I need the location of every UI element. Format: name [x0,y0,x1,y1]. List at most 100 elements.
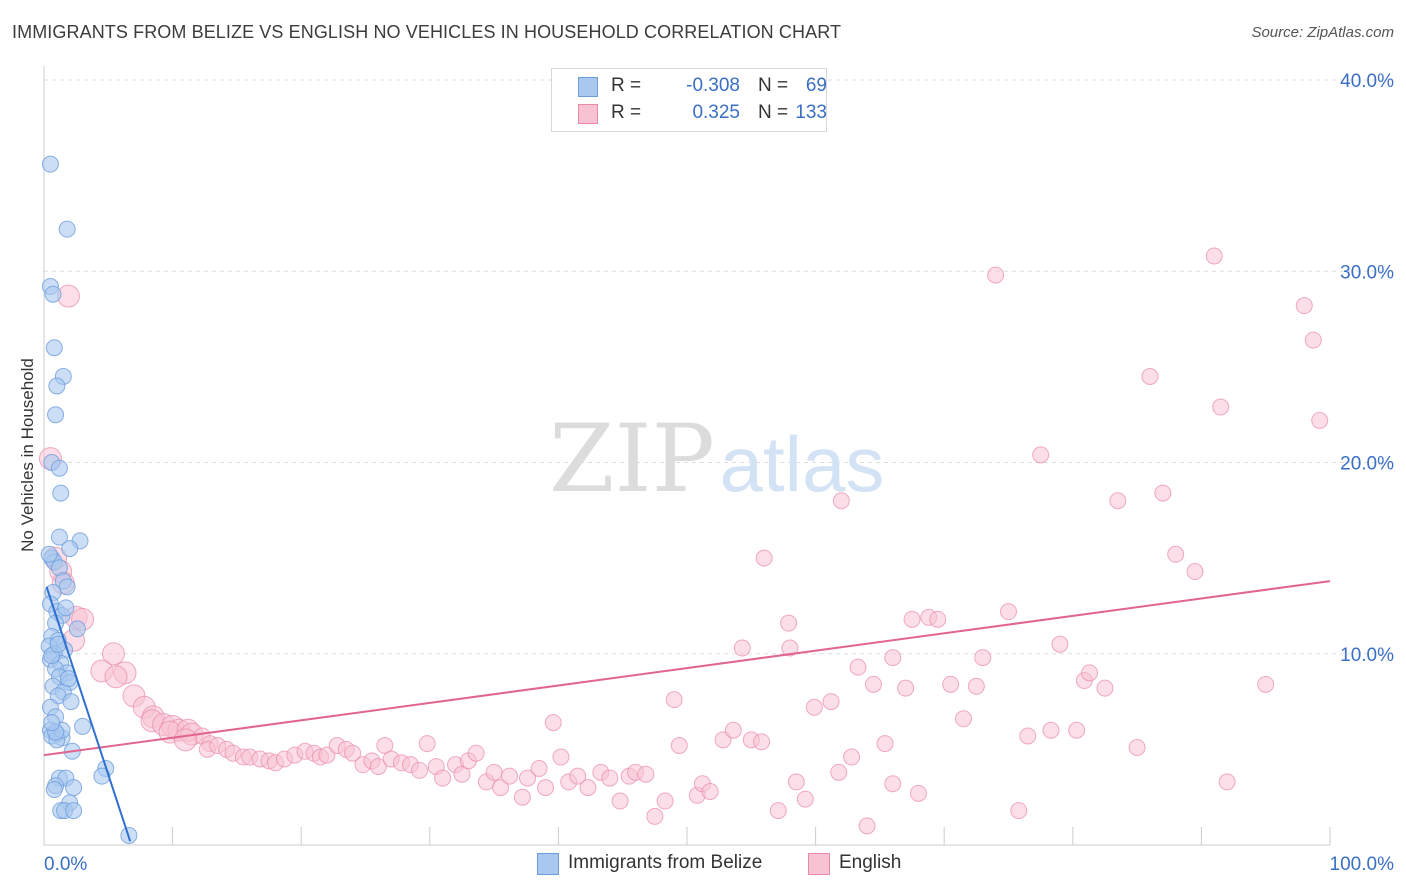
belize-point [58,220,76,238]
english-point [805,698,823,716]
english-point [1154,484,1172,502]
belize-point [62,693,80,711]
english-point [1186,563,1204,581]
english-point [1304,331,1322,349]
english-point [519,769,537,787]
belize-point [74,717,92,735]
english-point [781,639,799,657]
x-tick-label-max: 100.0% [1330,854,1395,875]
english-point [101,642,125,666]
belize-point [50,528,68,546]
english-point [849,658,867,676]
english-point [942,675,960,693]
belize-point [52,484,70,502]
english-point [864,675,882,693]
english-point [884,649,902,667]
english-point [733,639,751,657]
english-point [344,744,362,762]
belize-point [58,578,76,596]
belize-point [45,339,63,357]
english-point [1212,398,1230,416]
english-point [1128,738,1146,756]
english-point [724,721,742,739]
english-point [755,549,773,567]
trend-lines [43,580,1331,842]
r-value: -0.308 [686,75,740,96]
watermark-atlas: atlas [720,420,885,508]
n-label: N = [758,102,789,123]
chart-title: IMMIGRANTS FROM BELIZE VS ENGLISH NO VEH… [12,22,842,42]
english-point [418,735,436,753]
english-point [646,807,664,825]
english-point [492,779,510,797]
english-points [38,247,1329,835]
r-label: R = [611,75,642,96]
english-point [1295,297,1313,315]
y-tick-label: 20.0% [1340,454,1394,475]
belize-point [65,779,83,797]
english-point [544,714,562,732]
belize-legend-label: Immigrants from Belize [568,852,763,873]
english-point [485,763,503,781]
english-point [569,767,587,785]
english-point [537,779,555,797]
english-point [1141,367,1159,385]
english-point [1109,492,1127,510]
english-point [1257,675,1275,693]
english-point [467,744,485,762]
english-point [611,792,629,810]
belize-point [47,406,65,424]
english-point [701,782,719,800]
english-point [967,677,985,695]
belize-point [68,620,86,638]
watermark: ZIP atlas [549,405,884,514]
belize-legend-swatch [537,853,559,875]
n-value: 69 [805,75,827,96]
english-point [656,792,674,810]
english-point [1218,773,1236,791]
series-legend: Immigrants from Belize English [0,851,1406,877]
english-point [1081,664,1099,682]
belize-point [61,540,79,558]
english-legend-label: English [839,852,902,873]
belize-swatch [578,77,598,97]
belize-point [57,599,75,617]
english-point [1096,679,1114,697]
source-label: Source: ZipAtlas.com [1251,24,1394,41]
english-point [637,765,655,783]
english-point [434,769,452,787]
english-point [579,779,597,797]
english-point [1051,635,1069,653]
english-point [1068,721,1086,739]
english-point [670,737,688,755]
english-point [954,710,972,728]
english-point [1167,545,1185,563]
english-point [909,784,927,802]
english-point [1010,802,1028,820]
belize-points [40,155,138,844]
english-point [665,691,683,709]
english-point [832,492,850,510]
english-point [974,649,992,667]
english-point [1032,446,1050,464]
y-tick-label: 10.0% [1340,645,1394,666]
tick-labels: 10.0% 20.0% 30.0% 40.0% 0.0% 100.0% [44,71,1394,875]
english-point [884,775,902,793]
watermark-zip: ZIP [549,405,715,514]
english-point [411,761,429,779]
english-point [369,758,387,776]
english-point [173,728,197,752]
belize-point [65,802,83,820]
n-label: N = [758,75,789,96]
english-point [787,773,805,791]
english-point [1019,727,1037,745]
english-point [858,817,876,835]
belize-point [50,459,68,477]
y-tick-label: 40.0% [1340,71,1394,92]
x-tick-label-min: 0.0% [44,854,87,875]
english-point [552,748,570,766]
belize-point [43,714,61,732]
english-legend-swatch [808,853,830,875]
y-axis-label: No Vehicles in Household [18,358,37,552]
correlation-legend: R = -0.308 N = 69 R = 0.325 N = 133 [551,68,827,132]
